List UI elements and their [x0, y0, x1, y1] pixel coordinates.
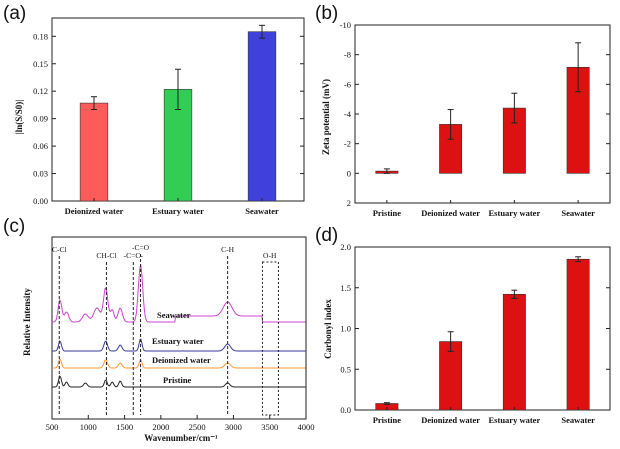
panel-label-c: (c) — [3, 216, 25, 237]
d-category-label: Seawater — [561, 415, 595, 425]
c-peak-annotation: -C=C- — [124, 251, 144, 260]
panel-label-b: (b) — [315, 3, 338, 24]
chart-c: 500 1000 1500 2000 2500 3000 3500 4000 Seawater E… — [46, 236, 315, 432]
d-ytick-label: 2.0 — [340, 242, 351, 252]
d-ytick-label: 0.5 — [340, 364, 351, 374]
c-xtick-label: 1000 — [80, 422, 97, 432]
c-series-label: Seawater — [157, 310, 191, 320]
c-peak-annotation: CH-Cl — [96, 251, 116, 260]
b-ytick-label: 0 — [347, 168, 351, 178]
a-ytick-label: 0.15 — [33, 59, 48, 69]
d-ytick-label: 0.0 — [340, 405, 351, 415]
panel-label-a: (a) — [3, 3, 26, 24]
d-bar — [502, 293, 526, 411]
a-category-label: Deionized water — [65, 206, 124, 216]
b-category-label: Estuary water — [489, 208, 541, 218]
a-ytick-label: 0.06 — [33, 141, 48, 151]
d-category-label: Deionized water — [421, 415, 480, 425]
b-ytick-label: 2 — [347, 198, 351, 208]
a-ylabel: |ln(S/S0)| — [14, 100, 24, 134]
d-ylabel: Carbonyl index — [323, 299, 333, 359]
d-ytick-label: 1.0 — [340, 324, 351, 334]
a-category-label: Estuary water — [152, 206, 204, 216]
a-category-label: Seawater — [245, 206, 279, 216]
c-xtick-label: 2000 — [152, 422, 169, 432]
b-category-label: Deionized water — [421, 208, 480, 218]
d-bar — [566, 258, 590, 411]
c-peak-annotation: C-H — [221, 245, 235, 254]
a-ytick-label: 0.12 — [33, 86, 48, 96]
b-category-label: Pristine — [373, 208, 402, 218]
c-ylabel: Relative Intensity — [22, 288, 32, 356]
a-bar — [79, 102, 109, 202]
a-ytick-label: 0.00 — [33, 196, 48, 206]
c-spectrum-line — [52, 338, 306, 352]
d-ytick-label: 1.5 — [340, 283, 351, 293]
c-oh-region-box — [261, 261, 279, 416]
c-plot-frame — [51, 236, 307, 420]
c-series-label: Pristine — [163, 375, 192, 385]
c-peak-annotation: C-Cl — [52, 245, 67, 254]
c-peak-annotation: O-H — [263, 251, 277, 260]
c-xtick-label: 2500 — [189, 422, 206, 432]
c-series-label: Deionized water — [152, 355, 211, 365]
c-xtick-label: 4000 — [298, 422, 315, 432]
d-category-label: Pristine — [373, 415, 402, 425]
c-spectrum-line — [52, 263, 306, 323]
b-ytick-label: -10 — [340, 20, 351, 30]
a-ytick-label: 0.03 — [33, 169, 48, 179]
panel-label-d: (d) — [315, 225, 338, 246]
c-peak-annotation: -C=O — [132, 243, 150, 252]
a-ytick-label: 0.09 — [33, 114, 48, 124]
c-xlabel: Wavenumber/cm⁻¹ — [144, 433, 218, 443]
b-ytick-label: -6 — [344, 79, 351, 89]
a-bar — [247, 31, 277, 202]
c-spectrum-line — [52, 358, 306, 369]
b-ylabel: Zeta potential (mV) — [321, 79, 331, 155]
c-xtick-label: 3500 — [261, 422, 278, 432]
b-ytick-label: -4 — [344, 109, 352, 119]
b-ytick-label: -8 — [344, 50, 351, 60]
b-category-label: Seawater — [561, 208, 595, 218]
b-ytick-label: -2 — [344, 139, 351, 149]
chart-b: 2 0 -2 -4 -6 -8 -10 Pristine Deionized water Estu… — [340, 20, 611, 218]
c-spectrum-line — [52, 375, 306, 388]
c-xtick-label: 500 — [46, 422, 59, 432]
chart-a: 0.00 0.03 0.06 0.09 0.12 0.15 0.18 Deionized wa… — [33, 17, 305, 216]
d-category-label: Estuary water — [489, 415, 541, 425]
c-xtick-label: 3000 — [225, 422, 242, 432]
a-ytick-label: 0.18 — [33, 31, 48, 41]
c-xtick-label: 1500 — [116, 422, 133, 432]
chart-d: 0.0 0.5 1.0 1.5 2.0 Pristine Deionized water Es… — [340, 242, 611, 425]
c-series-label: Estuary water — [152, 336, 204, 346]
